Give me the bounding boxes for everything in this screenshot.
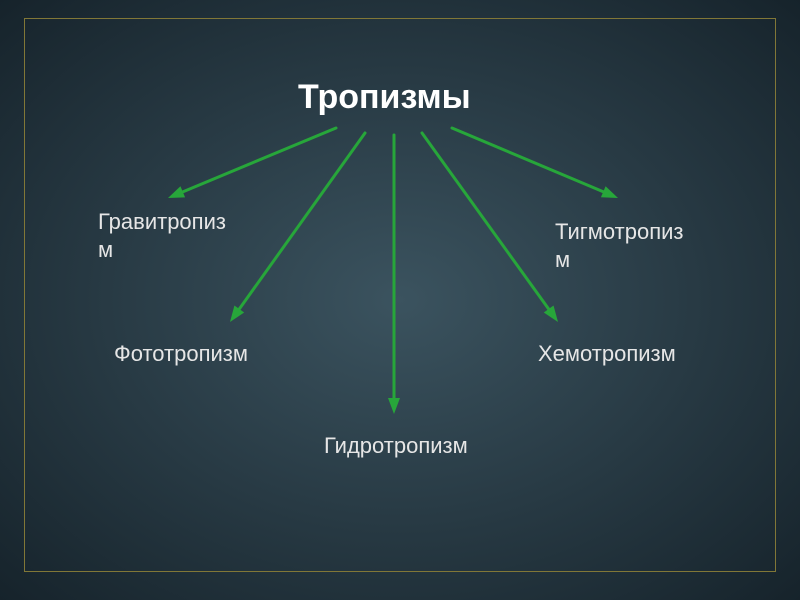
- label-thigmotropism: Тигмотропиз м: [555, 218, 684, 273]
- slide: Тропизмы Гравитропиз м Тигмотропиз м Фот…: [0, 0, 800, 600]
- diagram-title: Тропизмы: [298, 78, 471, 117]
- label-gravitropism: Гравитропиз м: [98, 208, 226, 263]
- label-hydrotropism: Гидротропизм: [324, 432, 468, 460]
- label-chemotropism: Хемотропизм: [538, 340, 676, 368]
- label-phototropism: Фототропизм: [114, 340, 248, 368]
